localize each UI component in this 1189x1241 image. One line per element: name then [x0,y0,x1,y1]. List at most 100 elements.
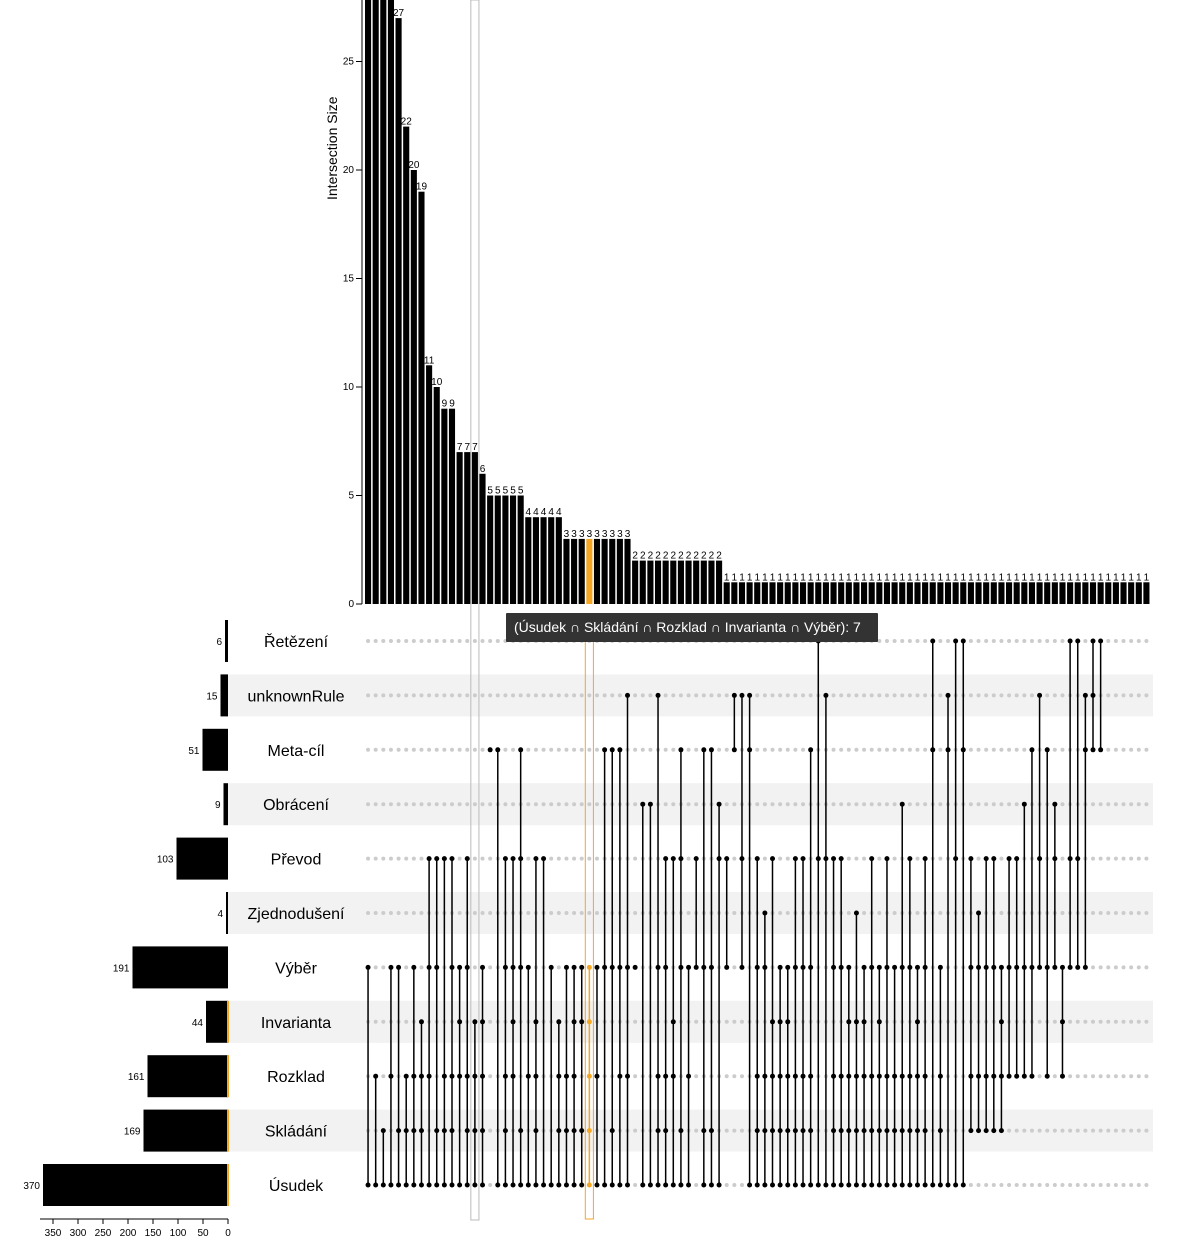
bar-value-label: 3 [602,529,608,540]
member-dot [899,1182,905,1188]
empty-dot [1136,1019,1141,1024]
member-dot [480,964,486,970]
member-dot [487,747,493,753]
empty-dot [1129,639,1134,643]
empty-dot [1098,965,1103,970]
member-dot [945,1182,951,1188]
member-dot [892,1182,898,1188]
empty-dot [1129,856,1134,861]
member-dot [1067,964,1073,970]
empty-dot [984,802,989,807]
bar-value-label: 1 [724,572,730,583]
empty-dot [633,747,638,752]
empty-dot [396,747,401,752]
empty-dot [915,911,920,915]
bar-value-label: 2 [663,551,669,562]
member-dot [899,801,905,807]
empty-dot [419,802,424,807]
set-name-label: Zjednodušení [248,906,346,923]
bar-value-label: 3 [625,529,631,540]
empty-dot [663,802,668,807]
member-dot [960,747,966,753]
member-dot [533,1128,539,1134]
empty-dot [1022,1183,1027,1187]
empty-dot [1113,1074,1118,1079]
empty-dot [472,747,477,752]
member-dot [831,1128,837,1134]
set-highlight-edge [227,1164,229,1206]
empty-dot [449,802,454,807]
empty-dot [1091,802,1096,807]
member-dot [846,1073,852,1079]
empty-dot [938,639,943,643]
empty-dot [884,639,889,643]
bar-value-label: 1 [861,572,867,583]
y-tick-label: 20 [343,165,355,176]
member-dot [861,1128,867,1134]
intersection-bar [708,560,715,604]
member-dot [930,1182,936,1188]
member-dot [640,801,646,807]
empty-dot [686,911,691,915]
member-dot [1059,1019,1065,1025]
member-dot [518,856,524,862]
empty-dot [442,802,447,807]
empty-dot [564,911,569,915]
empty-dot [1091,856,1096,861]
member-dot [922,856,928,862]
member-dot [876,1073,882,1079]
empty-dot [1136,802,1141,807]
member-dot [403,1073,409,1079]
member-dot [579,1182,585,1188]
intersection-bar [647,560,654,604]
empty-dot [396,911,401,915]
set-name-label: Převod [271,852,322,869]
empty-dot [579,693,584,698]
empty-dot [1029,639,1034,643]
member-dot [663,1182,669,1188]
member-dot [754,964,760,970]
empty-dot [411,911,416,915]
member-dot [1014,964,1020,970]
member-dot [571,1182,577,1188]
member-dot [869,856,875,862]
empty-dot [1144,856,1149,861]
empty-dot [1113,1183,1118,1187]
empty-dot [480,693,485,698]
empty-dot [472,911,477,915]
empty-dot [488,802,493,807]
member-dot [426,964,432,970]
set-name-label: Skládání [265,1124,328,1141]
empty-dot [388,856,393,861]
intersection-bar [441,408,448,604]
member-dot [937,1128,943,1134]
empty-dot [594,693,599,698]
member-dot [1059,964,1065,970]
empty-dot [762,802,767,807]
member-dot [892,964,898,970]
member-dot [388,1073,394,1079]
empty-dot [938,693,943,698]
member-dot [1037,692,1043,698]
empty-dot [533,802,538,807]
intersection-bar [937,582,944,604]
member-dot [991,1073,997,1079]
intersection-bar [685,560,692,604]
empty-dot [907,802,912,807]
set-size-label: 103 [157,855,174,866]
empty-dot [579,802,584,807]
empty-dot [778,693,783,698]
empty-dot [1113,856,1118,861]
intersection-bar [479,473,486,604]
member-dot [472,1182,478,1188]
empty-dot [892,639,897,643]
empty-dot [488,1183,493,1187]
intersection-bar [777,582,784,604]
member-dot [976,1128,982,1134]
empty-dot [373,856,378,861]
empty-dot [854,856,859,861]
empty-dot [465,747,470,752]
member-dot [792,1128,798,1134]
member-dot [792,1182,798,1188]
bar-value-label: 3 [587,529,593,540]
